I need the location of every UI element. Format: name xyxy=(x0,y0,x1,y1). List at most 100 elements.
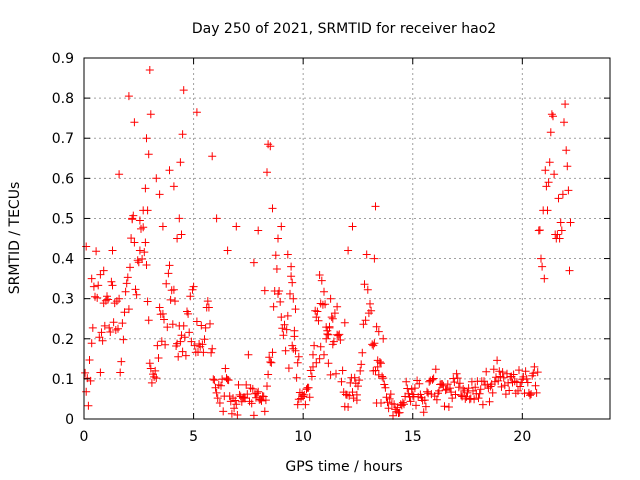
data-point xyxy=(293,358,302,367)
data-point xyxy=(185,328,194,337)
data-point xyxy=(370,339,379,348)
data-point xyxy=(315,354,324,363)
data-point xyxy=(98,336,107,345)
data-point xyxy=(179,86,188,95)
data-point xyxy=(358,348,367,357)
data-point xyxy=(420,396,429,405)
data-point xyxy=(505,386,514,395)
data-point xyxy=(158,309,167,318)
data-point xyxy=(291,305,300,314)
data-point xyxy=(403,384,412,393)
data-point xyxy=(470,395,479,404)
data-point xyxy=(432,395,441,404)
data-point xyxy=(480,377,488,386)
data-point xyxy=(488,388,497,397)
data-point xyxy=(457,391,465,400)
data-point xyxy=(309,362,317,371)
data-point xyxy=(545,158,554,167)
data-point xyxy=(203,297,212,306)
data-point xyxy=(556,218,565,227)
data-point xyxy=(91,292,99,301)
data-point xyxy=(380,380,389,389)
data-point xyxy=(305,393,314,402)
data-point xyxy=(300,390,309,399)
data-point xyxy=(254,226,263,235)
data-point xyxy=(452,369,461,378)
data-point xyxy=(326,294,335,303)
data-point xyxy=(374,327,383,336)
data-point xyxy=(161,340,170,349)
y-tick-label: 0.8 xyxy=(52,91,74,107)
data-point xyxy=(122,279,131,288)
data-point xyxy=(288,278,297,287)
data-point xyxy=(142,134,151,143)
data-point xyxy=(166,295,175,304)
data-point xyxy=(489,365,498,374)
data-point xyxy=(152,374,161,383)
data-point xyxy=(379,334,388,343)
data-point xyxy=(363,285,372,294)
data-point xyxy=(154,354,163,362)
data-point xyxy=(127,234,136,243)
data-point xyxy=(116,368,125,377)
data-point xyxy=(530,362,539,371)
data-point xyxy=(549,112,557,121)
data-point xyxy=(336,336,345,344)
data-point xyxy=(326,370,335,379)
data-point xyxy=(547,110,556,119)
y-tick-label: 0.7 xyxy=(52,131,74,147)
data-point xyxy=(173,234,182,243)
data-point xyxy=(164,269,173,278)
data-point xyxy=(249,258,258,267)
data-point xyxy=(522,374,531,383)
data-point xyxy=(232,222,241,231)
data-point xyxy=(287,272,296,281)
data-point xyxy=(454,383,463,392)
data-point xyxy=(141,184,150,193)
data-point xyxy=(557,226,566,235)
data-point xyxy=(274,234,282,243)
data-point xyxy=(558,190,567,199)
data-point xyxy=(531,381,540,390)
data-point xyxy=(252,393,260,402)
data-point xyxy=(254,387,263,396)
data-point xyxy=(323,326,332,335)
data-point xyxy=(131,285,140,294)
y-tick-label: 0.9 xyxy=(52,51,74,67)
data-point xyxy=(455,379,464,388)
data-point xyxy=(227,409,236,418)
data-point xyxy=(268,204,277,213)
data-point xyxy=(402,377,411,386)
data-point xyxy=(306,366,315,375)
data-point xyxy=(471,383,480,392)
data-point xyxy=(350,373,359,382)
data-point xyxy=(293,400,302,409)
data-point xyxy=(117,357,126,366)
data-point xyxy=(460,386,469,395)
data-point xyxy=(192,108,201,117)
data-point xyxy=(464,384,473,393)
data-point xyxy=(169,182,178,191)
data-point xyxy=(378,372,387,381)
data-point xyxy=(153,341,162,350)
data-point xyxy=(266,358,275,366)
x-tick-label: 10 xyxy=(294,429,312,445)
data-point xyxy=(325,322,334,331)
data-point xyxy=(174,352,183,361)
grid-lines xyxy=(84,58,610,419)
data-point xyxy=(233,411,242,419)
data-point xyxy=(404,389,413,398)
data-point xyxy=(177,331,186,340)
data-point xyxy=(84,401,93,410)
data-point xyxy=(475,389,484,398)
data-point xyxy=(406,397,415,406)
data-point xyxy=(332,369,340,378)
data-point xyxy=(121,287,130,296)
data-point xyxy=(88,323,97,332)
y-tick-label: 0 xyxy=(65,412,74,428)
data-point xyxy=(106,328,115,336)
data-point xyxy=(290,326,299,335)
data-point xyxy=(354,382,362,391)
data-point xyxy=(563,162,572,171)
data-point xyxy=(515,366,523,375)
